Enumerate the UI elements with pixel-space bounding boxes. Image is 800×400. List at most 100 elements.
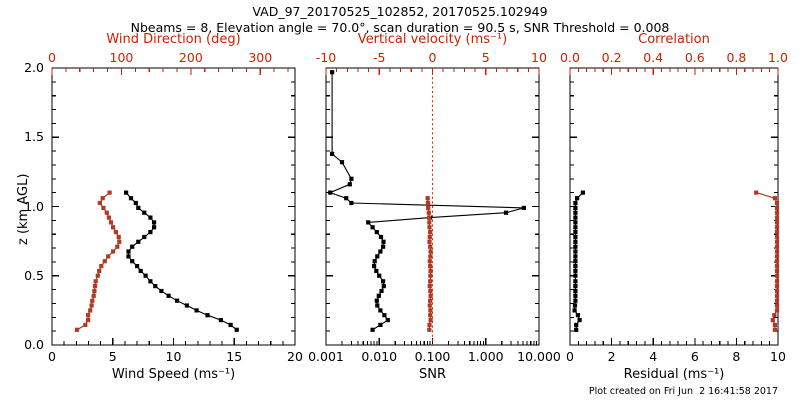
data-point-residual [772,196,777,201]
y-tick-label-3: 1.5 [24,129,44,145]
data-point-snr [370,327,375,332]
top-axis-name-wind: Wind Direction (deg) [106,32,241,47]
data-point-residual [573,249,578,254]
data-point-snr [374,298,379,303]
top-tick-label-residual-1: 0.2 [601,50,622,65]
data-point-residual [774,293,780,298]
data-point-wind [90,298,95,303]
data-point-snr [427,225,432,230]
top-tick-label-snr-1: -5 [373,50,386,65]
bottom-tick-label-residual-2: 4 [649,349,658,364]
data-point-wind [184,303,189,308]
data-point-residual [573,288,578,294]
data-point-residual [573,200,578,206]
figure-subtitle: Nbeams = 8, Elevation angle = 70.0°, sca… [130,20,670,35]
data-point-snr [378,249,383,254]
data-point-snr [428,244,433,249]
data-point-residual [774,298,780,303]
data-point-residual [774,244,780,249]
data-point-snr [428,268,433,273]
y-tick-label-0: 0.0 [24,337,44,352]
data-point-wind [97,268,102,273]
data-point-snr [381,279,386,284]
data-point-wind [86,313,91,318]
data-point-snr [381,239,386,244]
data-point-wind [130,244,135,249]
data-point-snr [379,288,384,294]
data-point-snr [503,210,509,215]
data-point-residual [573,264,578,269]
data-point-wind [113,230,118,235]
data-point-snr [378,234,384,240]
series-line-snr-snr [328,72,525,331]
data-point-wind [106,215,111,220]
data-point-snr [381,284,386,289]
data-point-snr [347,182,352,187]
data-point-wind [228,322,233,327]
data-point-wind [99,264,104,269]
data-point-wind [104,210,109,215]
data-point-snr [428,288,433,294]
data-point-residual [573,230,578,235]
data-point-snr [382,313,387,318]
data-point-snr [366,220,371,225]
data-point-snr [426,205,431,210]
data-point-residual [573,215,578,220]
data-point-snr [375,303,380,308]
data-point-residual [774,239,780,244]
data-point-residual [772,322,777,327]
top-tick-label-snr-2: 0 [428,50,437,65]
data-point-wind [126,249,131,254]
data-point-residual [577,318,582,323]
data-point-wind [107,190,112,195]
data-point-wind [148,230,153,235]
data-point-wind [138,268,143,273]
data-point-residual [572,308,577,313]
bottom-axis-name-wind: Wind Speed (ms⁻¹) [111,367,236,382]
data-point-residual [573,259,578,264]
data-point-residual [573,254,578,259]
top-tick-label-snr-0: -10 [315,50,337,65]
top-tick-label-residual-4: 0.8 [726,50,747,65]
data-point-wind [153,284,158,289]
data-point-wind [97,200,102,206]
data-point-residual [573,298,578,303]
data-point-residual [573,279,578,284]
data-point-wind [148,279,153,284]
data-point-residual [774,249,780,254]
data-point-wind [102,259,107,264]
bottom-tick-label-residual-5: 10 [770,349,786,364]
data-point-snr [427,259,432,264]
data-point-snr [427,215,432,220]
data-point-wind [74,327,80,332]
data-point-snr [427,322,432,327]
data-point-snr [427,284,432,289]
data-point-snr [428,254,433,259]
data-point-wind [101,205,106,210]
top-tick-label-snr-3: 5 [481,50,490,65]
data-point-snr [428,273,433,278]
data-point-residual [774,230,780,235]
data-point-wind [135,264,140,269]
data-point-wind [111,225,116,230]
data-point-snr [427,303,432,308]
top-tick-label-wind-2: 200 [178,50,203,65]
data-point-wind [218,318,223,323]
data-point-wind [128,196,134,201]
data-point-wind [136,239,141,244]
data-point-residual [574,322,579,327]
data-point-snr [372,259,377,264]
data-point-residual [774,268,780,273]
data-point-wind [175,298,180,303]
data-point-snr [425,196,430,201]
data-point-wind [108,220,114,225]
data-point-residual [774,254,780,259]
plot-created-footer: Plot created on Fri Jun 2 16:41:58 2017 [588,386,778,397]
data-point-wind [142,210,147,215]
bottom-tick-label-snr-1: 0.010 [361,349,398,364]
top-tick-label-residual-0: 0.0 [560,50,580,65]
bottom-axis-name-snr: SNR [418,367,447,382]
data-point-residual [774,279,780,284]
data-point-snr [428,298,433,303]
